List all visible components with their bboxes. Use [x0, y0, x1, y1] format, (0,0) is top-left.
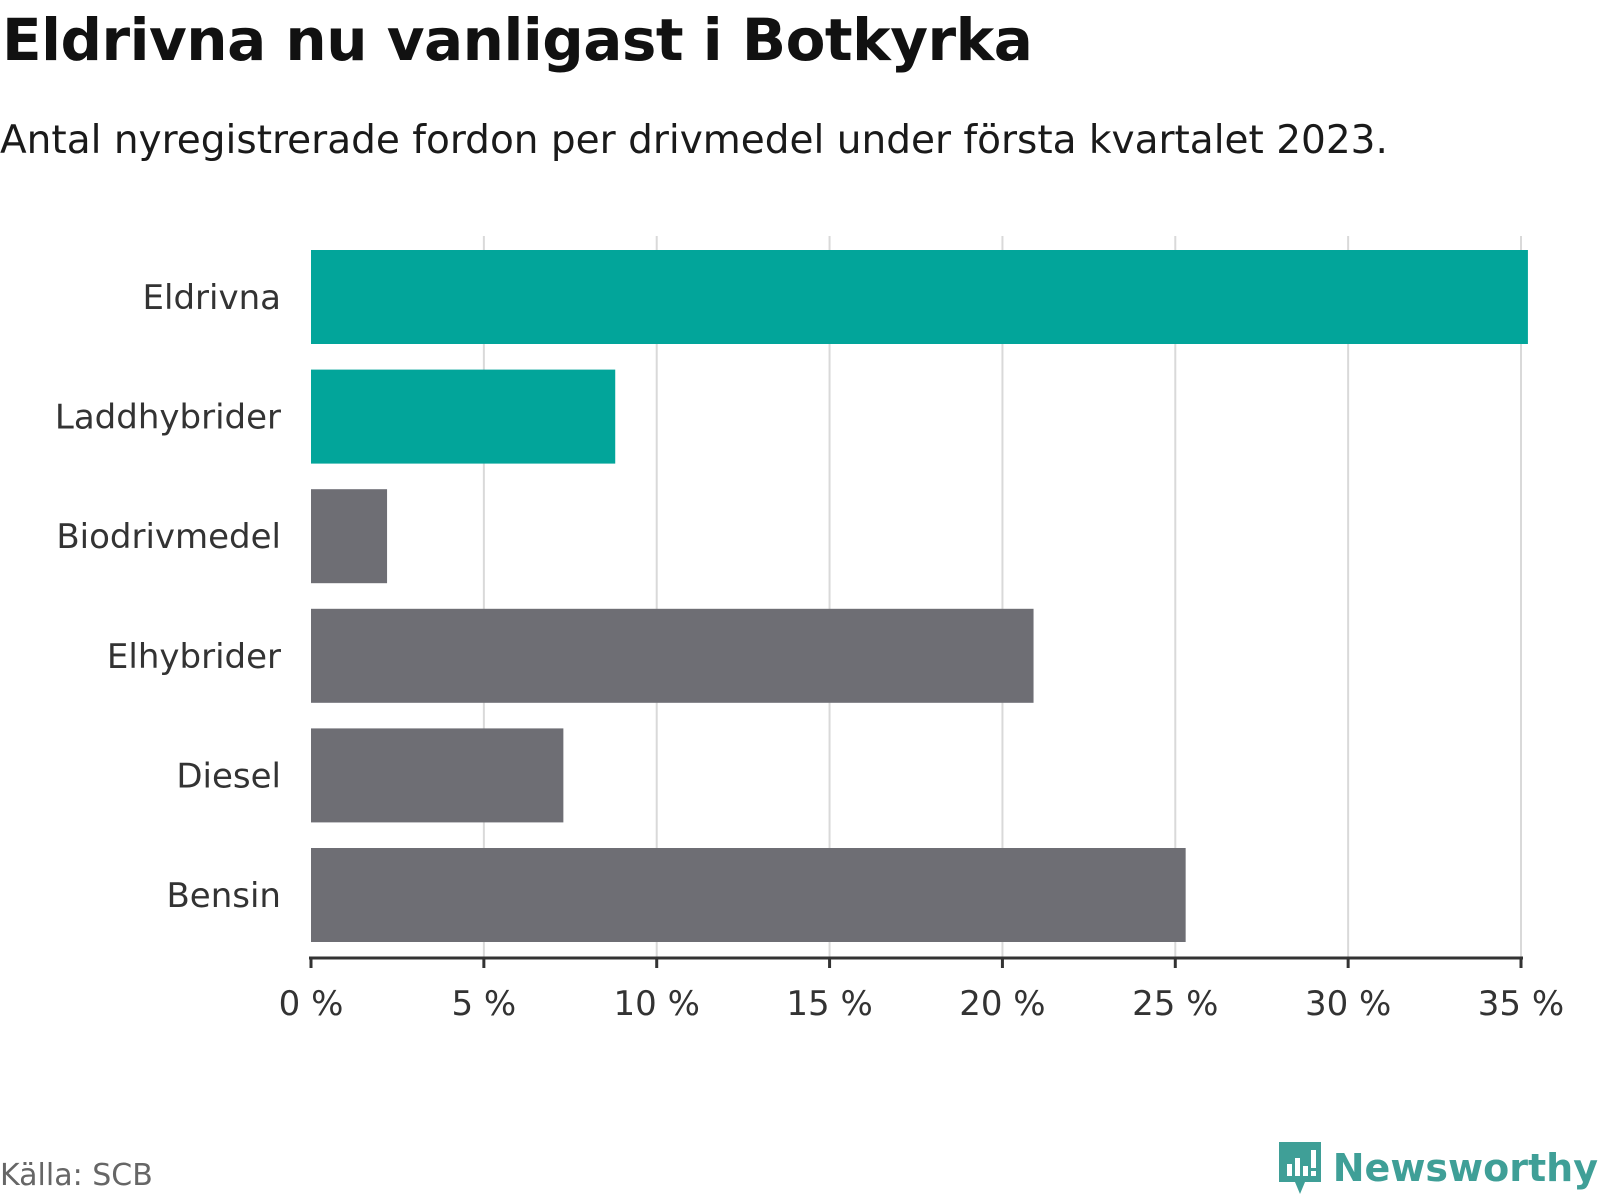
bar-biodrivmedel	[311, 489, 388, 584]
bar-eldrivna	[311, 250, 1528, 344]
category-label: Biodrivmedel	[56, 517, 281, 557]
x-tick-label: 35 %	[1478, 984, 1564, 1024]
category-label: Diesel	[176, 756, 281, 796]
x-tick-label: 5 %	[451, 984, 516, 1024]
bar-bensin	[311, 848, 1186, 942]
x-tick-label: 15 %	[786, 984, 872, 1024]
x-tick-label: 20 %	[959, 984, 1045, 1024]
category-label: Elhybrider	[107, 637, 281, 677]
x-tick-label: 25 %	[1132, 984, 1218, 1024]
bar-diesel	[311, 728, 564, 823]
newsworthy-logo-icon	[1278, 1142, 1321, 1194]
x-tick-label: 10 %	[614, 984, 700, 1024]
brand-logo-group: Newsworthy	[1275, 1138, 1598, 1198]
brand-name: Newsworthy	[1332, 1146, 1598, 1190]
bar-elhybrider	[311, 608, 1034, 703]
category-label: Eldrivna	[143, 278, 281, 318]
bar-laddhybrider	[311, 369, 616, 464]
chart-title: Eldrivna nu vanligast i Botkyrka	[2, 6, 1033, 74]
x-tick-label: 0 %	[279, 984, 344, 1024]
x-tick-label: 30 %	[1305, 984, 1391, 1024]
category-label: Bensin	[166, 876, 281, 916]
category-label: Laddhybrider	[55, 398, 281, 438]
source-note: Källa: SCB	[0, 1158, 153, 1193]
chart-subtitle: Antal nyregistrerade fordon per drivmede…	[0, 118, 1388, 163]
